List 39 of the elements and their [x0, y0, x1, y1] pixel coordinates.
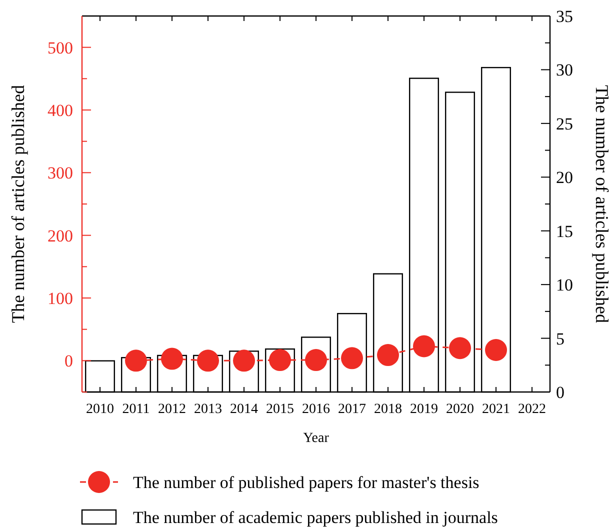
x-tick-label: 2015 [266, 402, 294, 417]
x-axis-title: Year [303, 431, 330, 446]
y2-tick-label: 35 [556, 7, 573, 26]
x-tick-label: 2011 [122, 402, 150, 417]
y2-tick-label: 20 [556, 168, 573, 188]
y2-tick-label: 15 [556, 222, 573, 241]
y2-tick-label: 10 [556, 276, 573, 295]
point [197, 350, 219, 372]
y2-axis-title: The number of articles published [592, 85, 612, 323]
y-axis-title: The number of articles published [8, 85, 28, 323]
x-tick-label: 2013 [194, 402, 222, 417]
x-tick-label: 2014 [230, 402, 258, 417]
y2-tick-label: 5 [556, 329, 564, 348]
y-tick-label: 500 [48, 38, 73, 58]
y-tick-label: 0 [64, 352, 73, 371]
x-tick-label: 2019 [410, 402, 438, 417]
y2-tick-label: 0 [556, 383, 564, 402]
x-tick-label: 2010 [86, 402, 114, 417]
x-tick-label: 2016 [302, 402, 330, 417]
y2-tick-label: 30 [556, 60, 573, 80]
legend-label: The number of published papers for master's thesis [133, 473, 480, 492]
y-tick-label: 400 [48, 101, 73, 120]
y-tick-label: 100 [48, 289, 73, 308]
y-tick-label: 200 [48, 226, 73, 246]
x-tick-label: 2018 [374, 402, 402, 417]
legend-label: The number of academic papers published in journals [133, 508, 498, 527]
x-tick-label: 2020 [446, 402, 474, 417]
x-tick-label: 2017 [338, 402, 366, 417]
point [125, 350, 147, 372]
x-tick-label: 2021 [482, 402, 510, 417]
point [485, 339, 507, 362]
y2-tick-label: 25 [556, 114, 573, 134]
y-tick-label: 300 [48, 164, 73, 183]
point [413, 335, 435, 358]
point [161, 348, 183, 370]
x-tick-label: 2022 [518, 402, 546, 417]
x-tick-label: 2012 [158, 402, 186, 417]
point [377, 344, 399, 366]
point [449, 337, 471, 360]
